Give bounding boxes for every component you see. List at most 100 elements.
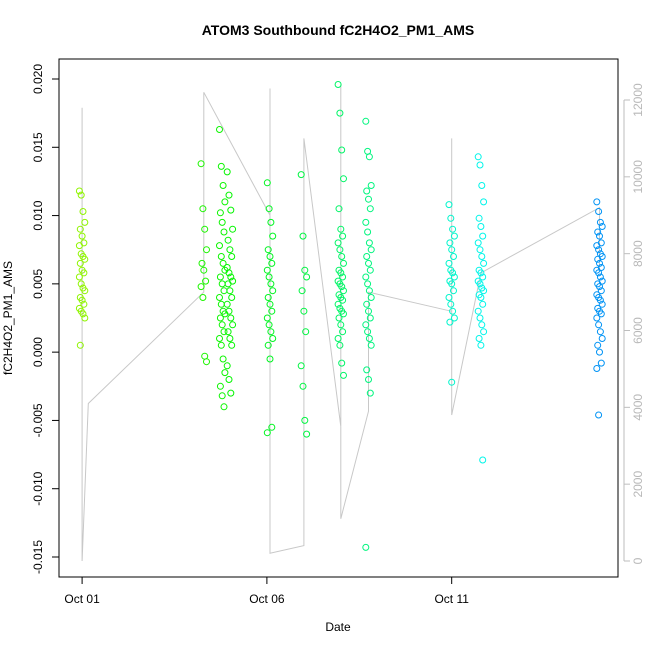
data-point — [365, 287, 373, 295]
data-point — [597, 359, 605, 367]
points-layer — [75, 81, 606, 551]
data-point — [449, 225, 457, 233]
data-point — [477, 269, 485, 277]
data-point — [202, 277, 210, 285]
data-point — [448, 280, 456, 288]
data-point — [596, 218, 604, 226]
data-point — [339, 273, 347, 281]
data-point — [340, 371, 347, 379]
data-point — [339, 328, 347, 336]
data-point — [479, 300, 487, 308]
data-point — [75, 187, 83, 195]
data-point — [297, 362, 305, 370]
data-point — [334, 81, 342, 88]
right-y-tick-label: 10000 — [631, 160, 645, 194]
data-point — [340, 287, 347, 295]
data-point — [266, 300, 274, 308]
right-y-tick-label: 6000 — [631, 317, 645, 344]
y-tick-label: -0.005 — [31, 403, 45, 437]
data-point — [221, 198, 229, 206]
chart-title: ATOM3 Southbound fC2H4O2_PM1_AMS — [202, 22, 475, 38]
data-point — [595, 208, 603, 215]
plot-frame — [58, 58, 619, 578]
data-point — [338, 253, 346, 260]
data-point — [203, 358, 210, 366]
data-point — [598, 300, 606, 308]
data-point — [225, 269, 233, 277]
data-point — [339, 296, 347, 304]
data-point — [365, 307, 372, 315]
data-point — [448, 246, 456, 254]
data-point — [447, 214, 455, 222]
x-tick-label: Oct 06 — [249, 592, 285, 606]
data-point — [229, 321, 237, 329]
data-point — [268, 307, 276, 315]
data-point — [366, 266, 374, 274]
data-point — [217, 300, 225, 308]
data-point — [365, 376, 372, 383]
data-point — [265, 273, 273, 281]
data-point — [268, 259, 276, 267]
right-y-tick-label: 2000 — [631, 471, 645, 498]
data-point — [81, 255, 89, 263]
data-point — [265, 205, 273, 213]
data-point — [337, 321, 345, 329]
data-point — [593, 314, 601, 322]
data-point — [221, 369, 229, 377]
data-point — [263, 179, 271, 187]
data-point — [598, 223, 606, 230]
data-point — [267, 328, 275, 336]
y-axis: -0.015 -0.010 -0.005 0.000 0.005 0.010 0.015 0.… — [31, 64, 59, 574]
data-point — [223, 300, 231, 308]
data-point — [595, 246, 603, 254]
data-point — [227, 273, 235, 281]
data-point — [336, 109, 344, 117]
data-point — [216, 242, 223, 250]
data-point — [445, 294, 453, 301]
data-point — [76, 259, 84, 267]
data-point — [301, 266, 309, 274]
data-point — [78, 232, 86, 240]
data-point — [480, 259, 488, 267]
data-point — [365, 259, 372, 267]
data-point — [266, 253, 274, 260]
data-point — [593, 242, 601, 250]
data-point — [598, 335, 606, 342]
data-point — [594, 255, 602, 263]
data-point — [80, 269, 88, 277]
data-point — [594, 228, 602, 236]
data-point — [364, 280, 372, 288]
data-point — [336, 246, 344, 254]
data-point — [265, 321, 273, 329]
data-point — [450, 314, 458, 322]
data-point — [478, 182, 486, 189]
data-point — [303, 430, 311, 438]
data-point — [597, 310, 605, 318]
data-point — [338, 283, 346, 291]
data-point — [363, 187, 371, 195]
data-point — [367, 246, 375, 254]
data-point — [216, 314, 224, 322]
data-point — [216, 273, 224, 281]
right-y-tick-label: 4000 — [631, 394, 645, 421]
data-point — [199, 205, 207, 213]
data-point — [223, 168, 231, 176]
data-point — [197, 283, 205, 291]
y-tick-label: -0.015 — [31, 540, 45, 574]
data-point — [218, 392, 226, 400]
data-point — [334, 239, 342, 247]
data-point — [297, 171, 305, 179]
data-point — [338, 359, 346, 367]
data-point — [365, 239, 373, 247]
data-point — [216, 335, 223, 342]
data-point — [480, 287, 488, 295]
data-point — [226, 246, 234, 254]
data-point — [450, 273, 458, 281]
data-point — [201, 225, 209, 233]
data-point — [263, 314, 271, 322]
data-point — [220, 228, 228, 236]
data-point — [449, 269, 457, 277]
data-point — [596, 296, 604, 304]
data-point — [366, 205, 374, 213]
data-point — [338, 146, 346, 154]
